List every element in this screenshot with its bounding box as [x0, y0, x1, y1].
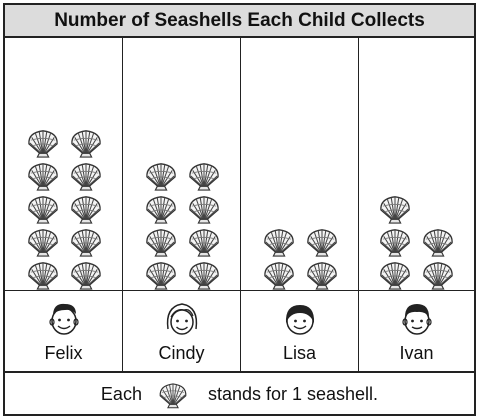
seashell-icon: [70, 130, 101, 158]
seashell-icon: [423, 262, 453, 290]
pictograph-columns: Felix Cindy: [5, 38, 474, 371]
pictograph: Number of Seashells Each Child Collects …: [3, 3, 476, 416]
seashell-icon: [159, 382, 187, 408]
column-ivan: Ivan: [359, 38, 474, 371]
child-name: Lisa: [282, 343, 317, 363]
seashell-icon: [145, 229, 176, 257]
seashell-icon: [70, 163, 101, 191]
girl-face-icon: [285, 305, 314, 335]
seashell-icon: [263, 229, 294, 257]
seashell-icon: [306, 229, 337, 257]
seashell-icon: [27, 196, 58, 224]
key-suffix: stands for 1 seashell.: [207, 384, 379, 404]
boy-face-icon: [401, 304, 432, 335]
seashell-icon: [27, 229, 58, 257]
key-row: Each stands for 1 seashell.: [5, 371, 474, 416]
seashell-icon: [188, 229, 219, 257]
key-prefix: Each: [100, 384, 142, 404]
chart-title: Number of Seashells Each Child Collects: [5, 5, 474, 38]
seashell-icon: [27, 262, 58, 290]
shell-area: [241, 38, 358, 290]
column-lisa: Lisa: [241, 38, 359, 371]
seashell-icon: [27, 130, 58, 158]
seashell-icon: [188, 196, 219, 224]
seashell-icon: [380, 229, 410, 257]
seashell-icon: [380, 262, 410, 290]
child-cell: Cindy: [123, 290, 240, 371]
shell-area: [123, 38, 240, 290]
child-cell: Ivan: [359, 290, 474, 371]
child-name: Ivan: [399, 343, 434, 363]
seashell-icon: [423, 229, 453, 257]
child-name: Felix: [44, 343, 83, 363]
girl-face-icon: [166, 303, 197, 335]
seashell-icon: [188, 163, 219, 191]
column-cindy: Cindy: [123, 38, 241, 371]
shell-area: [5, 38, 122, 290]
child-cell: Felix: [5, 290, 122, 371]
child-name: Cindy: [158, 343, 205, 363]
seashell-icon: [70, 229, 101, 257]
seashell-icon: [27, 163, 58, 191]
seashell-icon: [70, 196, 101, 224]
boy-face-icon: [48, 303, 79, 335]
seashell-icon: [380, 196, 410, 224]
seashell-icon: [145, 262, 176, 290]
seashell-icon: [145, 196, 176, 224]
seashell-icon: [145, 163, 176, 191]
child-cell: Lisa: [241, 290, 358, 371]
column-felix: Felix: [5, 38, 123, 371]
seashell-icon: [263, 262, 294, 290]
shell-area: [359, 38, 474, 290]
key-content: Each stands for 1 seashell.: [5, 373, 474, 416]
seashell-icon: [306, 262, 337, 290]
seashell-icon: [188, 262, 219, 290]
seashell-icon: [70, 262, 101, 290]
